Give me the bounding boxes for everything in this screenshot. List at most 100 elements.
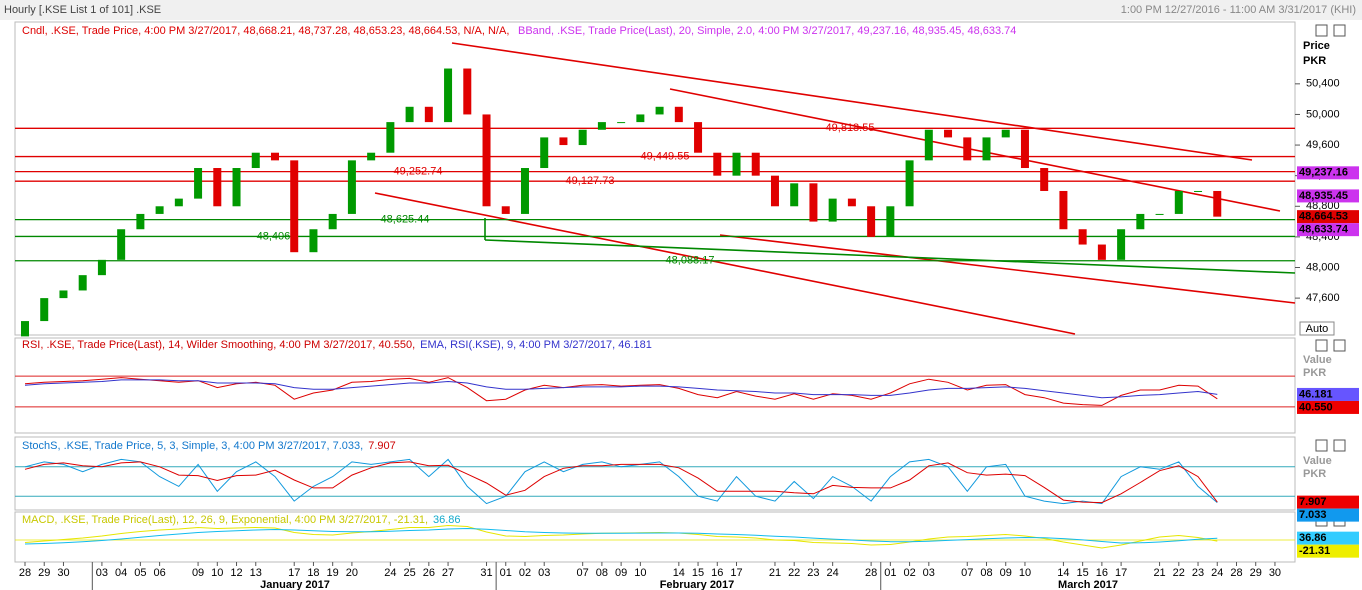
- candle: [674, 106, 683, 123]
- level-label: 48,406.: [257, 230, 294, 242]
- panel-buttons: [1315, 24, 1346, 527]
- trendline: [484, 239, 1296, 274]
- x-tick-label: 22: [1173, 567, 1185, 579]
- x-tick-label: 21: [1153, 567, 1165, 579]
- stoch-panel: [14, 436, 1296, 511]
- value-box-label: 7.033: [1299, 509, 1327, 521]
- bband-legend-text: BBand, .KSE, Trade Price(Last), 20, Simp…: [518, 25, 1016, 37]
- trendline: [719, 234, 1296, 304]
- candle: [559, 137, 568, 146]
- candle: [847, 198, 856, 207]
- candle: [655, 106, 664, 115]
- y-axis-label: Value: [1303, 455, 1332, 467]
- minimize-button[interactable]: [1315, 439, 1328, 452]
- x-tick-label: 13: [250, 567, 262, 579]
- candle: [790, 183, 799, 207]
- x-tick-label: 20: [346, 567, 358, 579]
- candle: [1213, 190, 1222, 217]
- series-line: [24, 377, 1218, 406]
- candle: [694, 122, 703, 153]
- trendline: [669, 88, 1281, 212]
- x-tick-label: 07: [961, 567, 973, 579]
- x-tick-label: 10: [211, 567, 223, 579]
- panel-header: 36.86: [433, 514, 461, 526]
- x-tick-label: 03: [96, 567, 108, 579]
- x-tick-label: 07: [577, 567, 589, 579]
- x-tick-label: 05: [134, 567, 146, 579]
- candle: [1059, 190, 1068, 230]
- value-box-label: 36.86: [1299, 532, 1327, 544]
- x-tick-label: 15: [1077, 567, 1089, 579]
- x-tick-label: 14: [673, 567, 685, 579]
- minimize-button[interactable]: [1315, 339, 1328, 352]
- candle: [1020, 129, 1029, 169]
- candle: [1174, 190, 1183, 214]
- value-box: [1297, 531, 1359, 545]
- close-button[interactable]: [1333, 24, 1346, 37]
- x-tick-label: 28: [865, 567, 877, 579]
- auto-button-label[interactable]: Auto: [1306, 323, 1329, 335]
- value-box-label: 48,935.45: [1299, 190, 1348, 202]
- x-tick-label: 30: [57, 567, 69, 579]
- candle: [40, 298, 49, 322]
- candle: [1078, 229, 1087, 245]
- x-tick-label: 24: [384, 567, 396, 579]
- candle: [636, 114, 645, 123]
- candle: [578, 129, 587, 146]
- close-button[interactable]: [1333, 439, 1346, 452]
- y-tick-label: 47,600: [1306, 292, 1340, 304]
- series-line: [24, 458, 1218, 505]
- level-label: 49,127.73: [566, 175, 615, 187]
- x-tick-label: 10: [634, 567, 646, 579]
- candle: [828, 198, 837, 222]
- trendline: [374, 192, 1076, 335]
- candle: [540, 137, 549, 169]
- auto-button[interactable]: [1299, 321, 1335, 336]
- y-tick-label: 50,400: [1306, 78, 1340, 90]
- panel-header: RSI, .KSE, Trade Price(Last), 14, Wilder…: [22, 339, 415, 351]
- month-label: February 2017: [660, 579, 735, 590]
- y-axis-unit: PKR: [1303, 55, 1326, 67]
- candle: [232, 168, 241, 207]
- x-tick-label: 06: [153, 567, 165, 579]
- candle: [617, 122, 626, 124]
- x-tick-label: 09: [1000, 567, 1012, 579]
- candle: [1040, 168, 1049, 191]
- x-tick-label: 17: [288, 567, 300, 579]
- x-tick-label: 16: [1096, 567, 1108, 579]
- close-button[interactable]: [1333, 339, 1346, 352]
- x-tick-label: 23: [807, 567, 819, 579]
- candle: [1097, 244, 1106, 260]
- x-tick-label: 29: [38, 567, 50, 579]
- series-line: [24, 527, 1218, 545]
- x-tick-label: 02: [519, 567, 531, 579]
- x-tick-label: 04: [115, 567, 127, 579]
- candle: [924, 129, 933, 161]
- x-tick-label: 12: [230, 567, 242, 579]
- value-box-label: 48,633.74: [1299, 224, 1349, 236]
- y-tick-label: 50,000: [1306, 108, 1340, 120]
- x-tick-label: 03: [923, 567, 935, 579]
- candle: [270, 152, 279, 161]
- trendline: [451, 42, 1253, 161]
- value-box-label: 49,237.16: [1299, 167, 1348, 179]
- value-box: [1297, 166, 1359, 180]
- panel-header: StochS, .KSE, Trade Price, 5, 3, Simple,…: [22, 440, 363, 452]
- minimize-button[interactable]: [1315, 24, 1328, 37]
- candle: [982, 137, 991, 161]
- candle: [59, 290, 68, 299]
- x-tick-label: 26: [423, 567, 435, 579]
- candle: [963, 137, 972, 161]
- value-box-label: -21.31: [1299, 545, 1330, 557]
- y-tick-label: 48,800: [1306, 200, 1340, 212]
- y-axis-unit: PKR: [1303, 367, 1326, 379]
- candle: [944, 129, 953, 138]
- candle: [809, 183, 818, 222]
- candle: [1001, 129, 1010, 138]
- candle: [732, 152, 741, 176]
- candle: [213, 168, 222, 207]
- rsi-panel: [14, 337, 1296, 434]
- x-tick-label: 25: [403, 567, 415, 579]
- value-box: [1297, 210, 1359, 224]
- panel-header: 7.907: [368, 440, 396, 452]
